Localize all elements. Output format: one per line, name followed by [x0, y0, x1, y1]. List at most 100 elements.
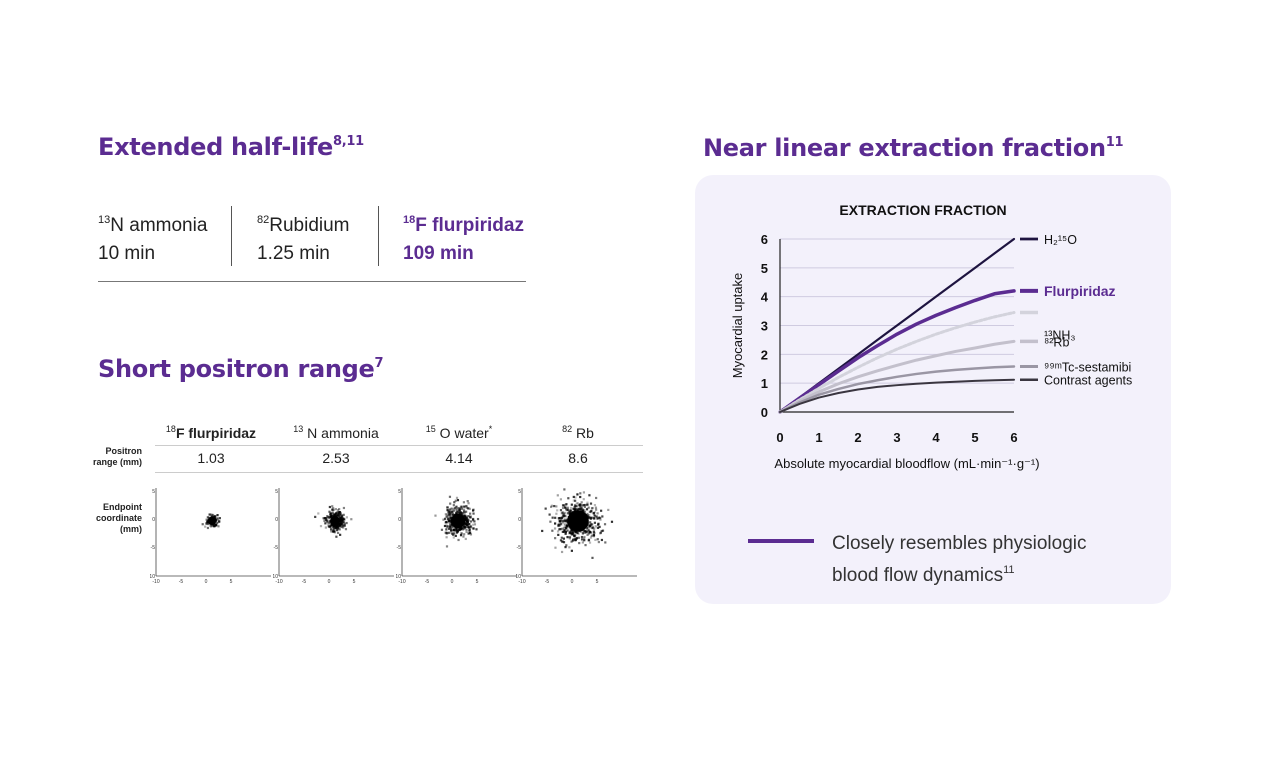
scatter-point — [582, 498, 585, 501]
extraction-fraction-chart: EXTRACTION FRACTION 0 1 2 3 4 5 6 0 1 2 3 4 5 6 Myocard… — [730, 202, 1132, 471]
scatter-point — [450, 516, 453, 519]
scatter-point — [577, 536, 580, 539]
scatter-point — [564, 525, 567, 528]
scatter-point — [559, 522, 562, 525]
scatter-point — [327, 525, 331, 528]
scatter-point — [574, 530, 577, 534]
y-axis-label: Myocardial uptake — [730, 273, 745, 379]
scatter-point — [452, 509, 455, 512]
legend-text: Closely resembles physiologic blood flow… — [832, 533, 1087, 586]
scatter-point — [330, 523, 333, 526]
scatter-point — [446, 506, 449, 509]
scatter-point — [334, 526, 337, 530]
scatter-point — [334, 525, 337, 529]
scatter-point — [586, 503, 589, 506]
scatter-point — [444, 517, 447, 520]
series-label: ¹³NH₃ — [1044, 329, 1075, 343]
scatter-point — [338, 523, 341, 526]
scatter-point — [462, 508, 466, 511]
scatter-point — [473, 523, 477, 526]
scatter-point — [563, 526, 566, 529]
scatter-point — [566, 506, 569, 509]
scatter-point — [330, 530, 333, 533]
scatter-point — [453, 509, 456, 512]
scatter-point — [450, 509, 453, 513]
scatter-point — [465, 515, 468, 518]
scatter-point — [561, 530, 564, 533]
scatter-point — [476, 517, 480, 521]
scatter-point — [325, 517, 328, 520]
scatter-point — [582, 504, 585, 507]
scatter-point — [341, 524, 344, 527]
scatter-point — [340, 516, 343, 519]
scatter-point — [586, 501, 589, 504]
scatter-point — [458, 508, 461, 511]
scatter-point — [323, 519, 326, 523]
scatter-point — [446, 525, 450, 528]
scatter-point — [562, 519, 565, 523]
scatter-y-tick: 5 — [152, 489, 155, 495]
scatter-point — [448, 524, 452, 527]
scatter-point — [467, 515, 470, 518]
scatter-point — [449, 522, 452, 525]
scatter-point — [448, 495, 452, 498]
scatter-point — [566, 508, 569, 511]
scatter-point — [578, 541, 581, 545]
scatter-point — [205, 518, 208, 521]
scatter-point — [448, 518, 451, 521]
scatter-point — [337, 524, 340, 527]
scatter-point — [324, 526, 327, 529]
scatter-point — [453, 506, 456, 510]
series-label: Flurpiridaz — [1044, 283, 1116, 299]
scatter-point — [592, 512, 595, 515]
scatter-point — [570, 503, 573, 506]
scatter-point — [343, 523, 346, 526]
scatter-point — [567, 529, 570, 532]
scatter-point — [559, 528, 562, 531]
endpoint-coordinate-row-label: Endpoint coordinate (mm) — [95, 502, 142, 534]
scatter-point — [452, 513, 455, 516]
series-label: H₂¹⁵O — [1044, 233, 1077, 247]
scatter-point — [445, 524, 448, 527]
positron-range-value: 8.6 — [568, 450, 588, 466]
scatter-point — [559, 539, 563, 542]
scatter-point — [465, 510, 468, 513]
scatter-point — [447, 511, 450, 514]
scatter-point — [455, 529, 458, 532]
scatter-point — [579, 495, 582, 499]
scatter-point — [575, 536, 579, 540]
scatter-point — [595, 496, 598, 500]
half-life-item-flurpiridaz: 18F flurpiridaz 109 min — [403, 206, 524, 266]
scatter-point — [563, 530, 566, 534]
scatter-point — [563, 518, 567, 521]
scatter-point — [465, 504, 468, 508]
scatter-point — [466, 500, 469, 503]
scatter-point — [565, 524, 569, 528]
scatter-point — [571, 539, 574, 543]
scatter-point — [336, 511, 339, 514]
scatter-point — [205, 522, 208, 525]
scatter-point — [600, 538, 604, 542]
scatter-point — [325, 518, 328, 522]
x-tick-label: 6 — [1010, 430, 1017, 445]
column-divider — [231, 206, 232, 266]
scatter-point — [452, 504, 455, 507]
table-rule — [155, 472, 643, 473]
scatter-point — [338, 528, 341, 531]
scatter-point — [583, 509, 586, 512]
scatter-point — [589, 523, 592, 526]
x-tick-label: 1 — [815, 430, 822, 445]
scatter-point — [443, 524, 447, 528]
scatter-point — [465, 506, 468, 509]
scatter-point — [589, 521, 592, 524]
scatter-point — [551, 529, 554, 532]
scatter-point — [579, 507, 582, 511]
scatter-point — [332, 525, 335, 528]
scatter-point — [563, 529, 566, 532]
scatter-point — [599, 518, 602, 521]
scatter-point — [333, 527, 336, 530]
scatter-point — [590, 509, 593, 513]
scatter-point — [462, 524, 465, 527]
scatter-point — [340, 523, 344, 526]
scatter-point — [588, 494, 591, 497]
